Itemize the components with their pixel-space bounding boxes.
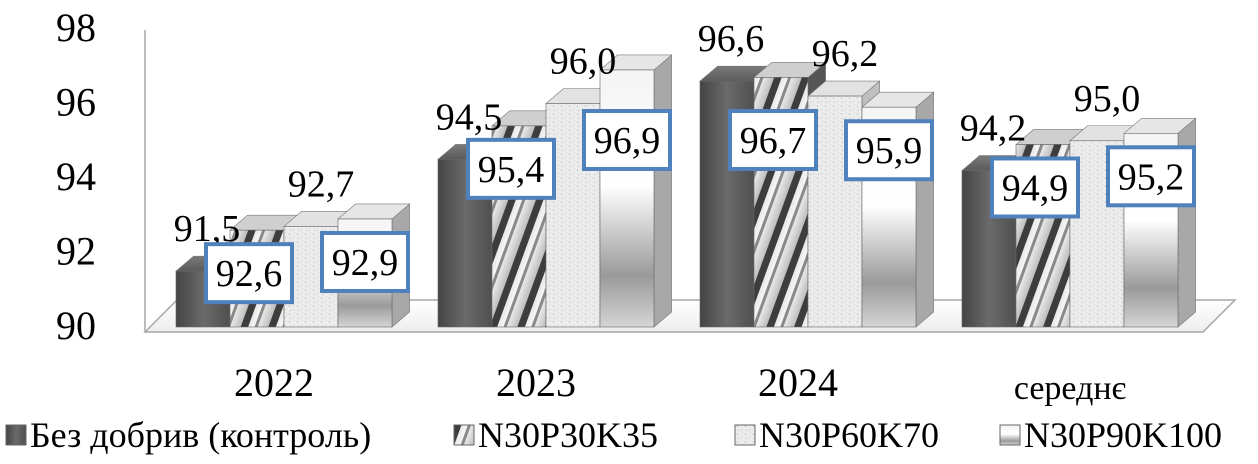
data-label-box xyxy=(990,156,1080,219)
data-label-box xyxy=(728,109,818,171)
data-label: 96,7 xyxy=(740,120,807,162)
data-label-box xyxy=(1106,145,1196,208)
legend: Без добрив (контроль) N30P30K35 N30P60K70 N… xyxy=(5,415,1222,455)
data-label-box xyxy=(466,137,556,200)
data-label: 95,9 xyxy=(856,130,923,172)
legend-label: N30P30K35 xyxy=(478,415,658,455)
legend-swatch xyxy=(999,424,1021,446)
y-tick-label: 92 xyxy=(56,229,96,274)
data-label: 95,0 xyxy=(1074,78,1141,120)
data-label: 94,9 xyxy=(1002,167,1069,209)
x-tick-label: 2024 xyxy=(758,360,838,405)
y-tick-label: 90 xyxy=(56,303,96,348)
legend-swatch xyxy=(734,424,756,446)
legend-item: N30P60K70 xyxy=(734,415,939,455)
data-label: 96,0 xyxy=(550,41,617,83)
data-label-box xyxy=(320,230,410,293)
data-label: 96,9 xyxy=(594,120,661,162)
legend-item: Без добрив (контроль) xyxy=(5,415,371,455)
legend-swatch xyxy=(453,424,475,446)
bar-front xyxy=(599,69,655,328)
data-label: 96,6 xyxy=(698,18,765,60)
bar-side xyxy=(653,54,672,328)
data-label: 95,2 xyxy=(1118,156,1185,198)
data-label: 94,2 xyxy=(960,108,1027,150)
y-tick-label: 94 xyxy=(56,154,96,199)
legend-swatch xyxy=(5,424,27,446)
x-tick-label: середнє xyxy=(1014,370,1127,407)
data-label: 95,4 xyxy=(478,149,545,191)
bar xyxy=(599,54,673,328)
data-label: 92,6 xyxy=(216,253,283,295)
legend-label: Без добрив (контроль) xyxy=(30,415,371,455)
data-label-box xyxy=(844,119,934,182)
data-label: 94,5 xyxy=(436,96,503,138)
data-label-box xyxy=(204,242,294,305)
data-label: 92,9 xyxy=(332,242,399,284)
y-tick-label: 96 xyxy=(56,80,96,125)
data-label-box xyxy=(582,109,672,171)
legend-label: N30P60K70 xyxy=(759,415,939,455)
legend-label: N30P90K100 xyxy=(1024,415,1222,455)
legend-item: N30P30K35 xyxy=(453,415,658,455)
x-tick-label: 2022 xyxy=(234,360,314,405)
legend-item: N30P90K100 xyxy=(999,415,1222,455)
x-tick-label: 2023 xyxy=(496,360,576,405)
data-labels-layer: 91,592,692,792,994,595,496,096,996,696,7… xyxy=(174,18,1196,305)
y-tick-label: 98 xyxy=(56,5,96,50)
data-label: 92,7 xyxy=(288,163,355,205)
data-label: 96,2 xyxy=(812,33,879,75)
